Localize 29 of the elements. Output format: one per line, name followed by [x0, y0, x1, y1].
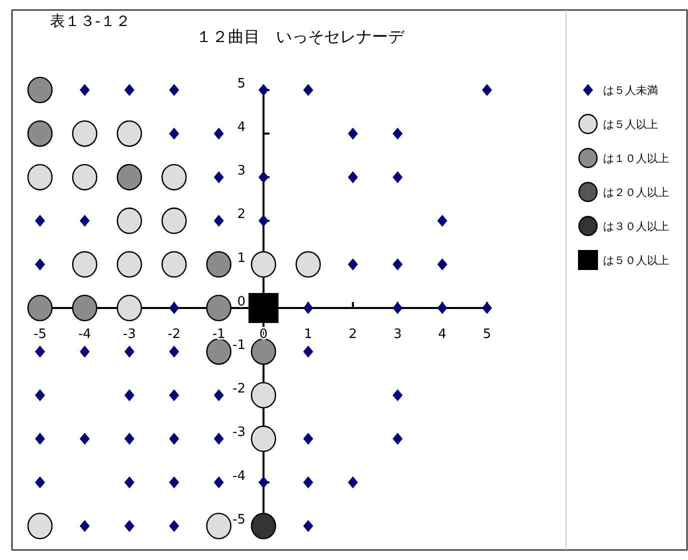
- text: 表１３-１２: [50, 12, 130, 30]
- legend-label: は３０人以上: [603, 220, 669, 233]
- x-tick-label: 3: [393, 327, 402, 342]
- x-tick-label: -4: [78, 327, 92, 342]
- legend-label: は５人未満: [603, 84, 658, 97]
- legend-label: は５人以上: [603, 118, 658, 131]
- x-tick-label: -1: [212, 327, 226, 342]
- legend-label: は１０人以上: [603, 152, 669, 165]
- legend-label: は５０人以上: [603, 254, 669, 267]
- chart-title: １２曲目 いっそセレナーデ: [196, 27, 405, 46]
- x-tick-label: 4: [438, 327, 446, 342]
- y-tick-label: -3: [232, 425, 246, 440]
- y-tick-label: -4: [232, 468, 246, 484]
- y-tick-label: 2: [237, 207, 246, 222]
- y-tick-label: -1: [232, 338, 246, 353]
- x-tick-label: 5: [482, 327, 492, 342]
- x-tick-label: 1: [304, 327, 312, 342]
- y-tick-label: 5: [237, 76, 246, 92]
- x-tick-label: -3: [122, 327, 136, 342]
- y-tick-label: 3: [237, 164, 246, 179]
- y-tick-label: 1: [237, 250, 246, 266]
- y-tick-label: 4: [237, 120, 246, 135]
- x-tick-label: -5: [34, 327, 46, 342]
- legend-label: は２０人以上: [603, 186, 669, 199]
- y-tick-label: 0: [237, 294, 246, 310]
- y-tick-label: -2: [232, 382, 246, 397]
- y-tick-label: -5: [232, 512, 246, 528]
- x-tick-label: -2: [168, 327, 181, 342]
- x-tick-label: 2: [348, 327, 358, 342]
